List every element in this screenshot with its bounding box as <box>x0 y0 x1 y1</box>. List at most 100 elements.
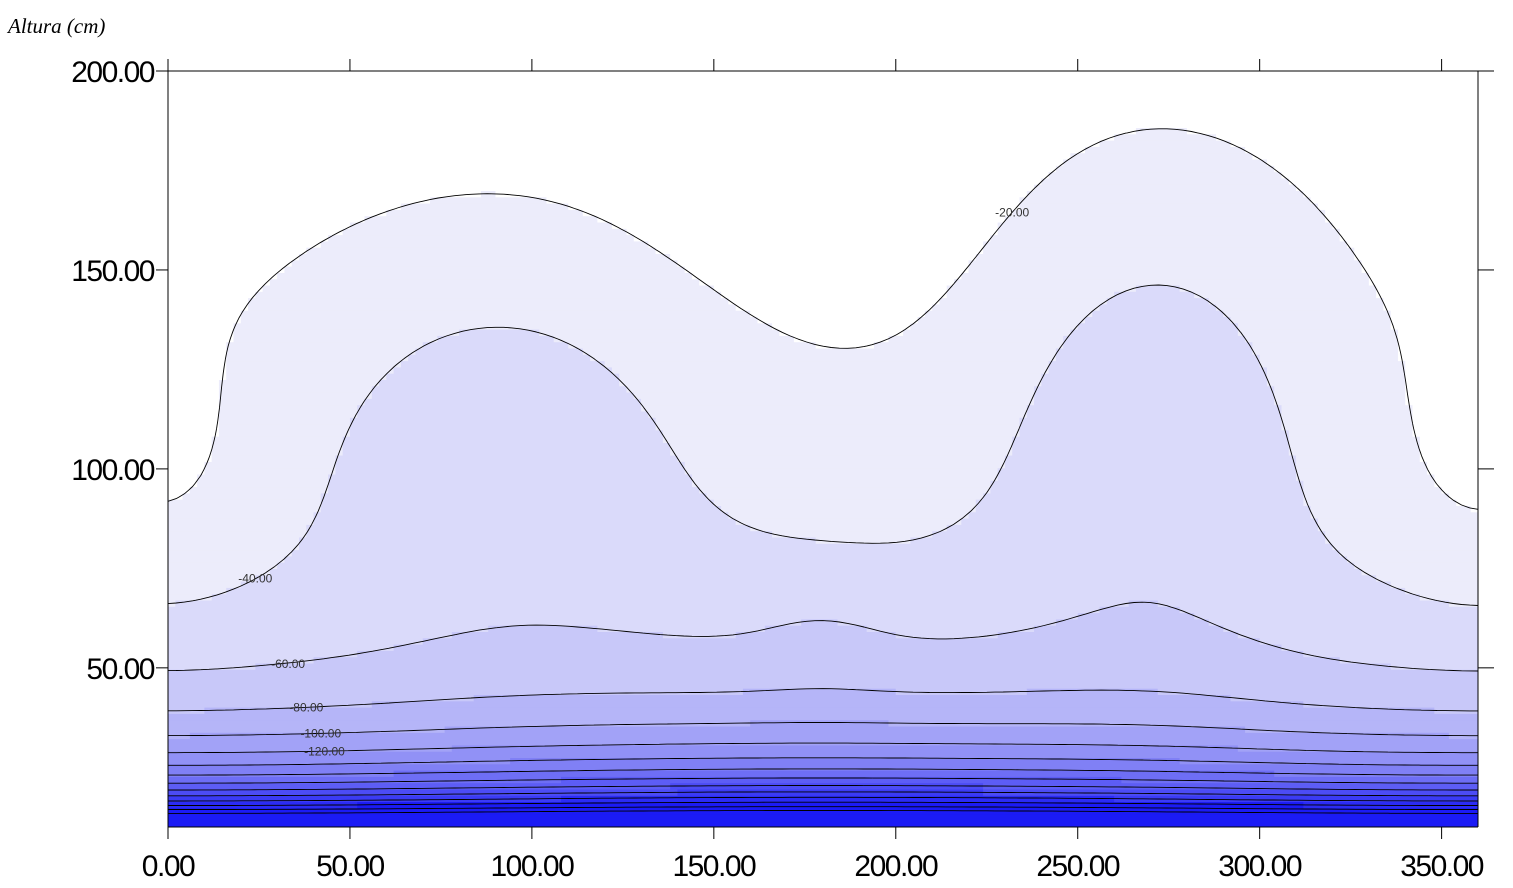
contour-fill-band <box>168 618 802 626</box>
contour-fill-band <box>430 196 547 204</box>
contour-fill-band <box>590 354 1057 362</box>
contour-fill-band <box>226 587 1406 595</box>
contour-fill-band <box>1004 455 1297 462</box>
contour-fill-band <box>197 473 329 481</box>
contour-fill-band <box>488 625 598 632</box>
contour-fill-band <box>168 776 562 784</box>
contour-fill-band <box>1019 203 1319 210</box>
contour-fill-band <box>168 700 373 708</box>
contour-fill-band <box>168 253 300 261</box>
contour-fill-band <box>211 593 1421 601</box>
contour-fill-band <box>371 385 627 393</box>
contour-fill-band <box>218 398 365 406</box>
contour-fill-band <box>750 310 926 317</box>
contour-fill-band <box>1303 492 1450 500</box>
contour-fill-band <box>168 461 205 469</box>
contour-fill-band <box>1237 631 1478 639</box>
contour-fill-band <box>655 423 1020 431</box>
contour-fill-band <box>772 322 911 330</box>
contour-fill-band <box>168 751 1478 758</box>
contour-fill-band <box>342 228 627 236</box>
contour-fill-band <box>1099 140 1231 147</box>
contour-fill-band <box>1055 618 1210 626</box>
contour-fill-band <box>226 341 424 349</box>
contour-fill-band <box>611 366 1050 374</box>
contour-fill-band <box>1157 599 1450 607</box>
contour-fill-band <box>168 593 213 601</box>
contour-fill-band <box>997 631 1239 639</box>
contour-fill-band <box>1412 429 1478 437</box>
contour-fill-band <box>946 291 1115 299</box>
contour-fill-band <box>1070 152 1253 160</box>
contour-fill-band <box>168 278 271 286</box>
contour-fill-band <box>197 480 329 488</box>
contour-fill-band <box>168 410 220 418</box>
contour-fill-band <box>1186 127 1478 135</box>
x-tick-label: 250.00 <box>1036 850 1120 883</box>
contour-fill-band <box>1347 555 1478 563</box>
contour-fill-band <box>619 379 1042 387</box>
contour-fill-band <box>189 486 329 494</box>
contour-fill-band <box>168 291 256 299</box>
contour-fill-band <box>1019 196 1312 204</box>
contour-fill-band <box>1456 499 1478 506</box>
contour-label: -120.00 <box>304 744 345 758</box>
contour-fill-band <box>895 631 999 639</box>
contour-fill-band <box>299 543 1333 551</box>
contour-fill-band <box>684 467 999 475</box>
contour-fill-band <box>306 530 773 538</box>
contour-fill-band <box>400 360 606 368</box>
contour-fill-band <box>168 530 307 538</box>
contour-fill-band <box>735 518 962 525</box>
contour-fill-band <box>168 114 1478 122</box>
contour-fill-band <box>168 492 183 500</box>
contour-line <box>168 722 1478 737</box>
contour-fill-band <box>997 473 1297 481</box>
contour-fill-band <box>1376 291 1478 299</box>
contour-fill-band <box>1441 486 1478 494</box>
x-tick-label: 0.00 <box>142 850 195 883</box>
contour-fill-band <box>168 625 489 632</box>
contour-fill-band <box>168 398 220 406</box>
contour-fill-band <box>655 247 984 254</box>
contour-fill-band <box>1085 316 1231 324</box>
contour-fill-band <box>1317 518 1478 525</box>
contour-fill-band <box>168 177 1042 185</box>
contour-fill-band <box>1237 322 1392 330</box>
contour-fill-band <box>189 732 1450 740</box>
contour-line <box>168 801 1478 806</box>
contour-fill-band <box>168 392 220 399</box>
contour-fill-band <box>1085 146 1246 154</box>
contour-fill-band <box>677 259 969 267</box>
contour-fill-band <box>437 335 555 343</box>
contour-fill-band <box>619 373 1042 380</box>
contour-fill-band <box>692 272 962 280</box>
contour-line <box>168 810 1478 814</box>
contour-fill-band <box>670 253 977 261</box>
contour-fill-band <box>320 492 707 500</box>
contour-fill-band <box>168 379 220 387</box>
contour-fill-band <box>670 448 1013 456</box>
contour-fill-band <box>357 410 649 418</box>
contour-fill-band <box>1266 158 1478 166</box>
contour-fill-band <box>269 278 700 286</box>
contour-fill-band <box>400 203 569 210</box>
contour-fill-band <box>764 625 868 632</box>
contour-fill-band <box>895 688 1028 695</box>
contour-fill-band <box>1048 366 1268 374</box>
contour-fill-band <box>168 656 314 664</box>
contour-fill-band <box>983 492 1304 500</box>
contour-fill-band <box>1077 612 1195 620</box>
contour-fill-band <box>168 448 213 456</box>
contour-fill-band <box>1317 203 1478 210</box>
contour-fill-band <box>1361 259 1478 267</box>
contour-fill-band <box>168 587 227 595</box>
contour-fill-band <box>946 524 1319 532</box>
contour-fill-band <box>546 196 1020 204</box>
contour-fill-band <box>306 524 751 532</box>
contour-fill-band <box>226 366 395 374</box>
contour-fill-band <box>699 486 991 494</box>
contour-fill-band <box>1245 335 1399 343</box>
contour-fill-band <box>218 392 373 399</box>
